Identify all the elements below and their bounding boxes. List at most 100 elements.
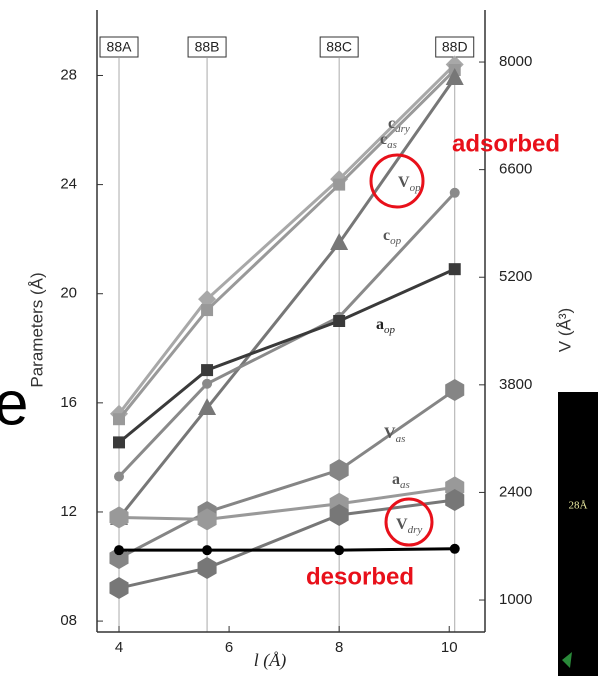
series-label: aop: [376, 316, 396, 336]
y-tick-label: 12: [60, 503, 77, 520]
annotation: desorbed: [306, 563, 414, 590]
y-tick-label: 08: [60, 612, 77, 629]
marker: [201, 364, 214, 377]
series-label-main: c: [383, 227, 390, 244]
marker: [445, 68, 464, 86]
x-axis-label: l (Å): [254, 650, 286, 671]
series-label: Vas: [384, 425, 405, 445]
marker: [198, 398, 217, 416]
marker: [109, 506, 129, 529]
series-label: Vop: [398, 174, 421, 194]
series-line: [118, 498, 455, 590]
marker: [334, 545, 345, 556]
x-tick-label: 4: [115, 639, 123, 656]
sample-label: 88A: [107, 39, 133, 55]
cropped-image: [558, 392, 598, 676]
marker: [445, 379, 465, 402]
marker: [445, 489, 465, 512]
marker: [113, 436, 126, 449]
series-line: [117, 68, 456, 421]
series: [117, 68, 456, 421]
x-tick-label: 8: [335, 639, 343, 656]
y-tick-label: 16: [60, 394, 77, 411]
marker: [201, 304, 214, 317]
series-line: [118, 485, 455, 521]
series-label-main: a: [392, 471, 400, 488]
marker: [109, 547, 129, 570]
marker: [202, 378, 213, 389]
y2-tick-label: 3800: [499, 376, 532, 393]
sample-label-box: [319, 36, 359, 58]
series: [118, 267, 456, 444]
marker: [198, 290, 217, 309]
highlight-circle: [384, 497, 434, 547]
series-label-main: c: [380, 131, 387, 148]
series: [118, 498, 455, 590]
x-tick-label: 10: [441, 639, 458, 656]
sample-label-box: [187, 36, 227, 58]
series: [118, 388, 456, 560]
y2-axis-label: V (Å³): [555, 308, 574, 352]
marker: [329, 459, 349, 482]
y2-tick-label: 2400: [499, 483, 532, 500]
series-label: Vdry: [396, 516, 422, 536]
marker: [197, 508, 217, 531]
y2-tick-label: 5200: [499, 268, 532, 285]
marker: [330, 233, 349, 251]
series: [117, 77, 456, 519]
marker: [113, 413, 126, 426]
series-label-sub: op: [390, 235, 402, 247]
sample-label: 88C: [326, 39, 352, 55]
cropped-text: 28Å: [569, 500, 588, 512]
sample-label-box: [99, 36, 139, 58]
marker: [202, 545, 213, 556]
y-tick-label: 24: [60, 176, 77, 193]
cropped-image-mark: [562, 652, 572, 668]
series-line: [117, 63, 456, 415]
series-label-main: V: [396, 516, 408, 533]
series-label-main: V: [398, 174, 410, 191]
series: [117, 63, 456, 415]
series-label-sub: op: [384, 324, 396, 336]
highlight-circle: [369, 153, 425, 209]
x-tick-label: 6: [225, 639, 233, 656]
series-line: [119, 547, 455, 552]
cropped-text: e: [0, 369, 28, 438]
series-label-sub: as: [400, 479, 410, 491]
series-line: [118, 267, 456, 444]
marker: [449, 187, 460, 198]
marker: [109, 577, 129, 600]
y-tick-label: 20: [60, 285, 77, 302]
annotation: adsorbed: [452, 130, 560, 157]
series: [119, 547, 455, 552]
marker: [449, 543, 460, 554]
series-label: aas: [392, 471, 410, 491]
series-label: cop: [383, 227, 402, 247]
series-label-sub: as: [396, 433, 406, 445]
marker: [448, 263, 461, 276]
y2-tick-label: 6600: [499, 161, 532, 178]
series-label-sub: dry: [408, 524, 423, 536]
marker: [114, 471, 125, 482]
series: [117, 191, 456, 478]
series-line: [118, 388, 456, 560]
series: [118, 485, 455, 521]
y2-tick-label: 1000: [499, 591, 532, 608]
series-label: cas: [380, 131, 397, 151]
series-line: [117, 191, 456, 478]
series-line: [117, 77, 456, 519]
sample-label: 88B: [195, 39, 220, 55]
marker: [333, 315, 346, 327]
marker: [329, 504, 349, 527]
series-label-main: a: [376, 316, 384, 333]
marker: [333, 178, 346, 191]
series-label-sub: as: [387, 139, 397, 151]
y-axis-label: Parameters (Å): [27, 272, 46, 387]
marker: [114, 545, 125, 556]
y-tick-label: 28: [60, 66, 77, 83]
series-label-main: c: [388, 115, 395, 132]
sample-label: 88D: [442, 39, 468, 55]
series-label-main: V: [384, 425, 396, 442]
